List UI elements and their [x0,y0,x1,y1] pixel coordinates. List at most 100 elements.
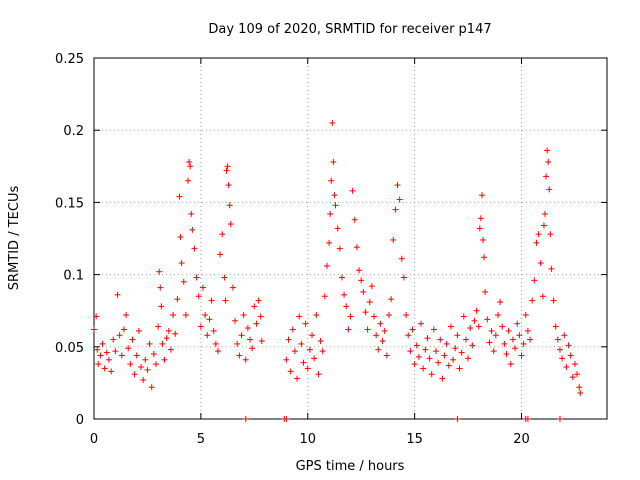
data-point [330,158,337,165]
data-point [569,374,576,381]
data-point [304,365,311,372]
data-point [182,312,189,319]
data-point [447,323,454,330]
data-point [433,348,439,355]
data-point [327,210,334,217]
data-point [452,345,459,352]
y-tick-label: 0.15 [55,196,84,211]
data-point [478,192,485,199]
data-point [509,336,516,343]
data-point [140,377,147,384]
data-point-zero [524,416,531,422]
data-point [159,340,166,347]
data-point [323,262,330,269]
data-point [212,340,219,347]
data-point [317,338,324,345]
data-point [110,336,117,343]
data-point [375,346,382,353]
data-point [197,323,204,330]
data-point [185,177,192,184]
axis-ticks: 0 0.05 0.1 0.15 0.2 0.25 0 5 10 15 20 [55,52,607,447]
data-point [329,119,336,126]
data-point [524,327,531,334]
data-point [105,356,112,363]
data-point [225,182,232,189]
data-point [484,316,491,323]
data-point [156,268,163,275]
data-point [462,336,469,343]
data-point [103,349,110,356]
data-point [223,167,230,174]
data-point [155,323,162,330]
data-point [221,274,228,281]
data-point [428,371,435,378]
data-point [118,352,125,359]
plot-frame [93,57,608,420]
data-point [224,163,231,170]
x-axis-label: GPS time / hours [296,459,405,474]
data-point [529,297,536,304]
data-point [475,323,482,330]
data-point [249,345,256,352]
data-point [360,288,367,295]
data-point [471,317,478,324]
data-point [332,202,339,209]
data-point [539,293,546,300]
y-tick-label: 0 [76,413,84,428]
data-point [405,332,412,339]
data-point [441,352,448,359]
data-point [430,326,437,333]
data-point [465,355,472,362]
data-point [338,274,345,281]
data-point [554,336,561,343]
data-point [567,352,574,359]
data-point [326,239,333,246]
data-point [347,313,354,320]
data-point [142,356,149,363]
data-point-zero [454,416,461,422]
data-point [193,274,200,281]
data-point [229,284,236,291]
data-point [371,313,378,320]
data-point [144,366,151,373]
data-point [563,364,570,371]
data-point [364,326,371,333]
data-point [234,340,241,347]
data-point [222,297,229,304]
data-points [91,119,584,422]
data-point [385,312,392,319]
x-tick-label: 15 [406,432,423,447]
data-point [321,293,328,300]
x-tick-label: 10 [299,432,316,447]
data-point [232,317,239,324]
data-point [537,260,544,267]
data-point [300,359,307,366]
data-point [499,323,506,330]
data-point [191,245,198,252]
data-point [125,345,132,352]
data-point [180,278,187,285]
data-point [480,236,487,243]
data-point [309,332,316,339]
data-point [458,349,465,356]
data-point [518,352,525,359]
data-point [379,338,386,345]
data-point [516,332,523,339]
data-point [204,332,211,339]
data-point [503,351,510,358]
data-point [219,231,226,238]
data-point [240,312,247,319]
data-point [287,368,294,375]
data-point [313,312,320,319]
data-point [202,312,209,319]
data-point [577,390,584,397]
data-point [94,346,101,353]
data-point [497,299,504,306]
data-point [481,254,488,261]
data-point [158,303,165,310]
data-point [334,225,341,232]
data-point [435,359,442,366]
data-point [114,291,121,298]
data-point [383,352,390,359]
data-point [396,196,403,203]
